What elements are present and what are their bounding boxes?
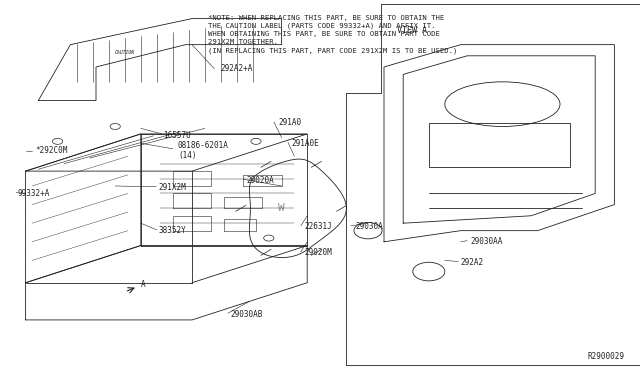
Text: *NOTE: WHEN REPLACING THIS PART, BE SURE TO OBTAIN THE
THE CAUTION LABEL (PARTS : *NOTE: WHEN REPLACING THIS PART, BE SURE… [208, 15, 458, 54]
Text: 99332+A: 99332+A [18, 189, 51, 198]
Text: VIEW A: VIEW A [397, 26, 427, 35]
Text: 291X2M: 291X2M [159, 183, 186, 192]
Text: R2900029: R2900029 [587, 352, 624, 361]
Text: 291A0E: 291A0E [291, 139, 319, 148]
Text: 292A2: 292A2 [461, 258, 484, 267]
Text: W: W [278, 203, 285, 213]
Text: 38352Y: 38352Y [159, 226, 186, 235]
Text: 16557U: 16557U [163, 131, 191, 140]
Text: 29030AA: 29030AA [470, 237, 503, 246]
Text: *292C0M: *292C0M [35, 146, 68, 155]
Text: 29020A: 29020A [246, 176, 274, 185]
Text: 08186-6201A
(14): 08186-6201A (14) [178, 141, 228, 160]
Text: A: A [141, 280, 145, 289]
Text: 292A2+A: 292A2+A [221, 64, 253, 73]
Text: CAUTION: CAUTION [115, 49, 135, 55]
Text: 29030AB: 29030AB [230, 310, 263, 319]
Text: 291A0: 291A0 [278, 118, 301, 127]
Text: 22631J: 22631J [304, 222, 332, 231]
Text: 29030A: 29030A [355, 222, 383, 231]
Text: 29020M: 29020M [304, 248, 332, 257]
